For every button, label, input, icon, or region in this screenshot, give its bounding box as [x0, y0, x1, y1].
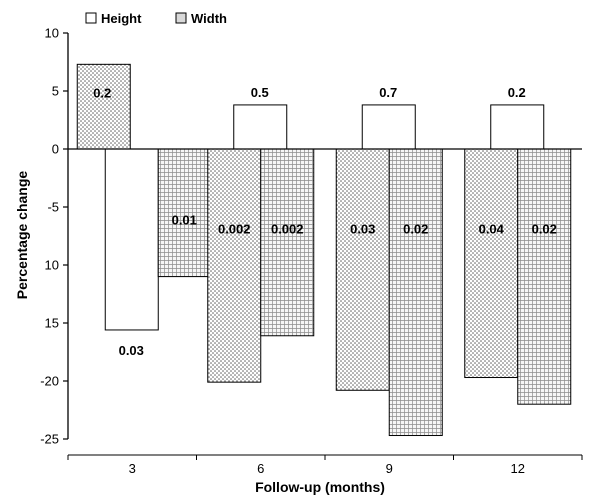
x-axis-title: Follow-up (months)	[255, 479, 385, 495]
y-axis-title: Percentage change	[14, 171, 30, 300]
bar-width	[517, 148, 572, 405]
x-tick-label: 12	[511, 461, 525, 476]
data-label: 0.02	[532, 222, 557, 237]
data-label: 0.002	[271, 222, 304, 237]
bar-height-3m	[104, 148, 159, 331]
x-tick-label: 6	[257, 461, 264, 476]
bar-width	[388, 148, 443, 437]
y-tick-label: -25	[40, 432, 59, 447]
bar-negative	[207, 148, 262, 383]
y-tick-label: -20	[40, 374, 59, 389]
data-label: 0.01	[172, 212, 197, 227]
plot-area: 10 5 0 -5 10 15 -20 -25 0.2 0.03 0.01 0.5 0.002 0.002…	[40, 26, 583, 476]
data-label: 0.04	[479, 222, 505, 237]
bar-height	[233, 104, 288, 150]
legend: Height Width	[85, 11, 227, 26]
bar-height	[361, 104, 416, 150]
y-tick-label: 5	[52, 84, 59, 99]
legend-swatch-height	[85, 12, 97, 24]
data-label: 0.002	[218, 222, 251, 237]
x-tick-label: 9	[386, 461, 393, 476]
y-tick-label: 0	[52, 142, 59, 157]
y-tick-label: 10	[45, 26, 59, 41]
y-tick-label: 15	[45, 316, 59, 331]
bar-3m-positive	[76, 63, 131, 150]
data-label: 0.5	[251, 85, 269, 100]
legend-label-height: Height	[101, 11, 142, 26]
data-label: 0.2	[508, 85, 526, 100]
data-label: 0.03	[350, 222, 375, 237]
legend-label-width: Width	[191, 11, 227, 26]
data-label: 0.02	[403, 222, 428, 237]
legend-swatch-width	[175, 12, 187, 24]
bar-width	[260, 148, 315, 337]
x-tick-label: 3	[129, 461, 136, 476]
bar-negative	[464, 148, 519, 379]
data-label: 0.2	[93, 85, 111, 100]
bar-height	[490, 104, 545, 150]
y-tick-label: 10	[45, 258, 59, 273]
y-tick-label: -5	[47, 200, 59, 215]
data-label: 0.03	[119, 343, 144, 358]
data-label: 0.7	[379, 85, 397, 100]
bar-negative	[335, 148, 390, 391]
